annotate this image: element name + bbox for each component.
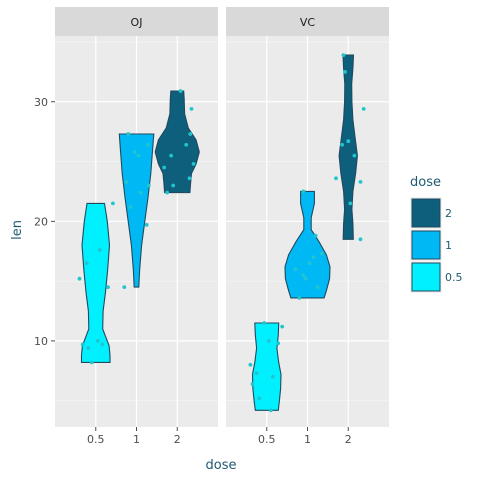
data-point: [311, 255, 316, 260]
data-point: [189, 107, 194, 111]
data-point: [171, 183, 176, 188]
data-point: [126, 132, 131, 136]
data-point: [187, 176, 192, 181]
x-tick-label: 2: [174, 433, 181, 446]
data-point: [361, 107, 366, 111]
violin-dose-0.5: [80, 202, 111, 363]
data-point: [111, 201, 115, 206]
data-point: [89, 360, 94, 365]
data-point: [138, 190, 143, 195]
data-point: [346, 139, 351, 144]
facet-strip-label: OJ: [131, 16, 143, 29]
data-point: [191, 162, 196, 166]
data-point: [80, 342, 85, 347]
data-point: [257, 396, 262, 401]
data-point: [307, 261, 312, 266]
data-point: [84, 261, 89, 266]
legend-entry: 0.5: [410, 261, 463, 293]
data-point: [319, 251, 324, 256]
data-point: [313, 233, 318, 238]
data-point: [106, 285, 110, 289]
facet-strip: [55, 7, 218, 36]
legend-entries: 210.5: [410, 197, 463, 293]
legend-label: 0.5: [445, 271, 463, 284]
violin-dose-0.5: [251, 322, 282, 411]
data-point: [122, 285, 127, 289]
facet-strip: [226, 7, 389, 36]
y-tick-label: 30: [34, 96, 48, 109]
data-point: [184, 142, 189, 147]
data-point: [100, 342, 105, 347]
facet-panel-vc: VC 0.5 1 2: [226, 7, 389, 446]
x-tick-label: 1: [133, 433, 140, 446]
x-tick-label: 2: [345, 433, 352, 446]
legend-label: 1: [445, 239, 452, 252]
data-point: [334, 176, 338, 181]
legend-swatch: [411, 230, 441, 260]
data-point: [169, 153, 174, 158]
data-point: [248, 362, 253, 367]
data-point: [250, 382, 255, 386]
data-point: [266, 339, 271, 343]
data-point: [340, 142, 344, 147]
x-tick-label: 1: [304, 433, 311, 446]
x-tick-label: 0.5: [258, 433, 276, 446]
violin-dose-1: [284, 190, 331, 299]
data-point: [301, 273, 306, 277]
data-point: [341, 53, 346, 57]
data-point: [358, 237, 363, 242]
data-point: [268, 408, 273, 413]
violin-dose-1: [118, 133, 155, 288]
facet-strip-label: VC: [300, 16, 316, 29]
data-point: [162, 165, 167, 170]
data-point: [271, 374, 275, 379]
data-point: [128, 205, 133, 209]
legend: dose 210.5: [410, 175, 463, 293]
legend-entry: 2: [410, 197, 452, 229]
data-point: [276, 341, 281, 346]
data-point: [262, 321, 267, 325]
legend-swatch: [411, 262, 441, 292]
data-point: [348, 201, 353, 206]
data-point: [188, 132, 193, 136]
facet-panel-oj: OJ 0.5 1 2: [55, 7, 218, 446]
y-axis: 10 20 30: [34, 96, 55, 348]
data-point: [343, 70, 347, 74]
data-point: [132, 150, 137, 154]
legend-entry: 1: [410, 229, 452, 261]
data-point: [136, 153, 141, 158]
data-point: [297, 296, 302, 300]
data-point: [280, 324, 285, 329]
data-point: [358, 180, 363, 184]
y-tick-label: 20: [34, 215, 48, 228]
data-point: [86, 346, 91, 350]
legend-title: dose: [410, 175, 441, 190]
data-point: [293, 267, 298, 272]
data-point: [315, 285, 320, 289]
x-tick-label: 0.5: [87, 433, 105, 446]
violin-dose-2: [154, 90, 200, 194]
legend-label: 2: [445, 207, 452, 220]
data-point: [146, 142, 150, 147]
data-point: [97, 248, 102, 252]
data-point: [301, 189, 306, 194]
facet-panels: OJ 0.5 1 2 VC 0.5 1 2: [55, 7, 389, 446]
x-axis-title: dose: [206, 458, 237, 473]
data-point: [146, 183, 151, 188]
data-point: [303, 276, 308, 281]
data-point: [77, 276, 82, 281]
legend-swatch: [411, 198, 441, 228]
data-point: [95, 339, 100, 343]
data-point: [124, 180, 129, 184]
data-point: [352, 153, 357, 158]
data-point: [254, 371, 259, 376]
data-point: [178, 89, 183, 93]
y-tick-label: 10: [34, 335, 48, 348]
y-axis-title: len: [10, 220, 25, 240]
data-point: [165, 190, 170, 195]
data-point: [144, 223, 149, 227]
